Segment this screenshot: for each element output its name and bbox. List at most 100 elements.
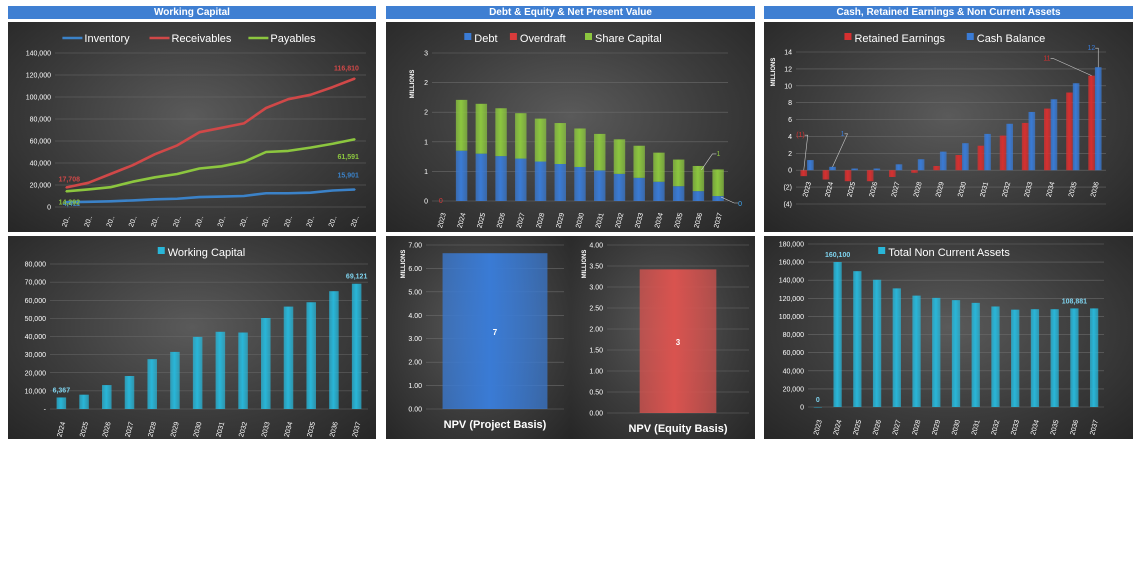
working-capital-bar xyxy=(102,385,112,409)
point-inventory xyxy=(87,201,90,203)
working-capital-chart: - 10,000 20,000 30,000 40,000 50,000 60,000 70,… xyxy=(25,247,368,438)
bar-debt xyxy=(495,156,507,201)
bar-debt xyxy=(653,181,665,201)
working-capital-x-tick-label: 2037 xyxy=(352,421,363,438)
cash-retained-y-tick-label: 0 xyxy=(788,168,792,175)
bar-share-capital xyxy=(692,165,705,192)
cash-retained-leader-line xyxy=(1095,47,1099,68)
point-payables xyxy=(220,165,223,168)
non-current-assets-x-tick-label: 2034 xyxy=(1030,419,1041,436)
npv-project-y-tick-label: 7.00 xyxy=(408,243,422,250)
bar-retained-earnings xyxy=(1044,108,1051,171)
legend-label-retained-earnings: Retained Earnings xyxy=(854,33,945,45)
debt-equity-x-tick-label: 2029 xyxy=(555,212,566,229)
non-current-assets-x-tick-label: 2026 xyxy=(872,419,883,436)
panel-cash-retained: (4) (2) 0 2 4 6 8 10 12 14 MILLIONS 2023 2024 2025 202… xyxy=(764,22,1133,232)
point-receivables xyxy=(65,186,67,189)
non-current-assets-chart: 0 20,000 40,000 60,000 80,000 100,000 120,000 1… xyxy=(779,242,1104,436)
working-capital-bar xyxy=(124,376,135,409)
debt-equity-x-tick-label: 2035 xyxy=(674,212,685,229)
cash-retained-x-tick-label: 2031 xyxy=(979,181,990,198)
bar-debt xyxy=(534,161,547,201)
non-current-assets-bar xyxy=(813,407,823,408)
point-payables xyxy=(354,138,356,141)
cash-retained-y-tick-label: (2) xyxy=(783,185,792,192)
working-capital-y-tick-label: 80,000 xyxy=(25,262,47,269)
bar-retained-earnings xyxy=(1088,75,1095,171)
working-capital-x-tick-label: 2033 xyxy=(261,421,272,438)
point-receivables xyxy=(265,107,267,109)
debt-equity-leader-line xyxy=(701,153,717,171)
point-receivables xyxy=(154,153,156,155)
series-line-receivables xyxy=(65,77,356,189)
working-capital-x-tick-label: 2031 xyxy=(216,421,227,438)
point-inventory xyxy=(176,197,178,200)
non-current-assets-x-tick-label: 2037 xyxy=(1089,419,1100,436)
non-current-assets-y-tick-label: 60,000 xyxy=(783,350,805,357)
cash-retained-x-tick-label: 2029 xyxy=(935,181,946,198)
working-capital-data-label: 6,367 xyxy=(53,387,71,394)
wc-components-x-tick-label: 20.. xyxy=(106,215,117,228)
panel-working-capital: - 10,000 20,000 30,000 40,000 50,000 60,000 70,… xyxy=(8,236,376,439)
data-label-inventory: 4,411 xyxy=(63,201,80,208)
debt-equity-annotation: 0 xyxy=(738,201,742,208)
npv-project-y-tick-label: 4.00 xyxy=(408,313,422,320)
point-receivables xyxy=(243,122,245,125)
legend-swatch-total-non-current-assets xyxy=(878,247,886,254)
point-inventory xyxy=(265,192,267,195)
bar-retained-earnings xyxy=(1066,92,1073,171)
npv-equity-y-tick-label: 3.50 xyxy=(589,264,603,271)
working-capital-x-tick-label: 2026 xyxy=(102,421,113,438)
non-current-assets-bar xyxy=(1011,309,1020,407)
npv-project-bar xyxy=(442,253,548,409)
bar-cash-balance xyxy=(1072,83,1080,171)
legend-swatch-retained-earnings xyxy=(844,33,852,40)
cash-retained-y-tick-label: 8 xyxy=(788,100,792,107)
cash-retained-leader-line xyxy=(1050,58,1092,76)
bar-debt xyxy=(633,177,645,201)
wc-components-x-tick-label: 20.. xyxy=(128,215,139,228)
wc-components-x-tick-label: 20.. xyxy=(150,215,161,228)
cash-retained-annotation: 12 xyxy=(1087,45,1095,52)
bar-cash-balance xyxy=(873,168,881,171)
non-current-assets-data-label: 0 xyxy=(816,397,820,404)
npv-equity-category-label: NPV (Equity Basis) xyxy=(628,423,727,435)
npv-equity-y-tick-label: 1.00 xyxy=(589,369,603,376)
point-payables xyxy=(131,180,134,183)
wc-components-y-tick-label: 140,000 xyxy=(26,51,51,58)
panel-npv-project: 0.00 1.00 2.00 3.00 4.00 5.00 6.00 7.00 MILLIONS… xyxy=(386,236,571,439)
legend-label-overdraft: Overdraft xyxy=(520,33,566,45)
point-payables xyxy=(65,190,67,193)
working-capital-bar xyxy=(147,359,157,409)
working-capital-x-tick-label: 2024 xyxy=(57,421,68,438)
npv-equity-y-tick-label: 2.50 xyxy=(589,306,603,313)
bar-retained-earnings xyxy=(1021,122,1029,171)
legend-swatch-debt xyxy=(464,33,472,40)
legend-swatch-share-capital xyxy=(585,33,592,40)
working-capital-bar xyxy=(56,397,67,409)
point-inventory xyxy=(109,200,112,203)
point-inventory xyxy=(154,198,156,201)
legend-label-inventory: Inventory xyxy=(84,33,130,45)
cash-retained-x-tick-label: 2036 xyxy=(1090,181,1101,198)
point-receivables xyxy=(287,98,290,100)
cash-retained-x-tick-label: 2024 xyxy=(824,181,835,198)
debt-equity-x-tick-label: 2027 xyxy=(516,212,527,229)
non-current-assets-bar xyxy=(853,271,862,407)
header-working-capital: Working Capital xyxy=(8,6,376,19)
npv-project-chart: 0.00 1.00 2.00 3.00 4.00 5.00 6.00 7.00MILLIONS… xyxy=(401,243,564,431)
bar-cash-balance xyxy=(917,159,925,171)
wc-components-x-tick-label: 20.. xyxy=(84,215,95,228)
cash-retained-y-tick-label: 14 xyxy=(784,50,792,57)
debt-equity-x-tick-label: 2028 xyxy=(536,212,547,229)
bar-retained-earnings xyxy=(822,170,830,180)
point-payables xyxy=(287,150,290,152)
point-receivables xyxy=(309,94,312,96)
cash-retained-x-tick-label: 2023 xyxy=(802,181,813,198)
bar-cash-balance xyxy=(962,143,969,171)
point-payables xyxy=(176,173,178,175)
cash-retained-x-tick-label: 2034 xyxy=(1046,181,1057,198)
working-capital-y-tick-label: 40,000 xyxy=(25,334,47,341)
non-current-assets-x-tick-label: 2036 xyxy=(1070,419,1081,436)
working-capital-data-label: 69,121 xyxy=(346,274,368,281)
